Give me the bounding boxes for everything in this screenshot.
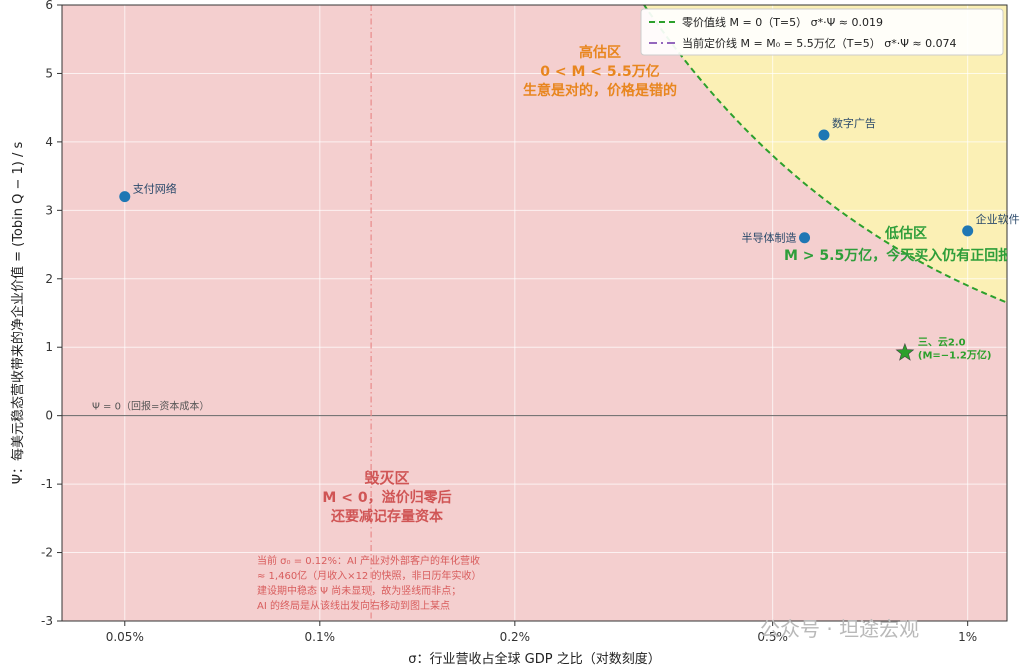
over-zone-title: 高估区 xyxy=(579,44,621,61)
legend-label-price: 当前定价线 M = M₀ = 5.5万亿（T=5） σ*·Ψ ≈ 0.074 xyxy=(682,36,957,50)
y-tick-label: -1 xyxy=(41,477,53,491)
destroy-zone-note: 还要减记存量资本 xyxy=(330,508,444,525)
scenario-label: 三、云2.0 xyxy=(918,337,966,349)
sigma0-note-line: 当前 σ₀ = 0.12%：AI 产业对外部客户的年化营收 xyxy=(257,554,480,567)
y-tick-label: -2 xyxy=(41,546,53,560)
over-zone-range: 0 < M < 5.5万亿 xyxy=(540,63,659,80)
data-point-label: 支付网络 xyxy=(133,182,177,196)
sigma0-note-line: 建设期中稳态 Ψ 尚未显现，故为竖线而非点； xyxy=(257,584,461,597)
y-tick-label: 1 xyxy=(45,340,53,354)
legend-box xyxy=(640,8,1004,56)
sigma0-note-line: ≈ 1,460亿（月收入×12 的快照，非日历年实收） xyxy=(257,569,481,582)
x-axis-label: σ：行业营收占全球 GDP 之比（对数刻度） xyxy=(408,651,660,667)
y-tick-label: 0 xyxy=(45,409,53,423)
y-axis-label: Ψ：每美元稳态营收带来的净企业价值 = (Tobin Q − 1) / s xyxy=(10,142,26,485)
data-point xyxy=(818,129,830,141)
plot-frame xyxy=(61,4,1008,622)
legend-label-zero: 零价值线 M = 0（T=5） σ*·Ψ ≈ 0.019 xyxy=(682,15,883,29)
y-tick-label: 4 xyxy=(45,135,53,149)
x-tick-label: 0.1% xyxy=(305,630,336,644)
data-point xyxy=(799,232,811,244)
y-tick-label: 2 xyxy=(45,272,53,286)
over-zone-note: 生意是对的，价格是错的 xyxy=(523,82,677,99)
data-point-label: 数字广告 xyxy=(832,116,876,130)
under-zone-title: 低估区 xyxy=(884,225,927,242)
y-tick-label: -3 xyxy=(41,614,53,628)
x-tick-label: 1% xyxy=(958,630,977,644)
data-point xyxy=(962,225,974,237)
sigma0-note-line: AI 的终局是从该线出发向右移动到图上某点 xyxy=(257,599,450,612)
x-tick-label: 0.05% xyxy=(106,630,144,644)
scenario-star xyxy=(895,342,915,361)
undervalued-zone-area xyxy=(62,0,1007,5)
watermark: 公众号 · 坦途宏观 xyxy=(760,617,919,641)
data-point-label: 企业软件 xyxy=(976,212,1020,226)
psi-zero-label: Ψ = 0（回报=资本成本） xyxy=(92,400,209,413)
y-tick-label: 6 xyxy=(45,0,53,12)
destroy-zone-range: M < 0，溢价归零后 xyxy=(322,489,451,506)
destroy-zone-title: 毁灭区 xyxy=(364,469,409,487)
y-tick-label: 5 xyxy=(45,66,53,80)
y-tick-label: 3 xyxy=(45,203,53,217)
x-tick-label: 0.2% xyxy=(500,630,531,644)
under-zone-note: M > 5.5万亿，今天买入仍有正回报 xyxy=(784,247,1012,264)
data-point xyxy=(119,191,131,203)
x-tick-label: 0.5% xyxy=(757,630,788,644)
overvalued-zone-area xyxy=(62,5,1007,303)
scenario-value: (M=−1.2万亿) xyxy=(918,349,992,362)
data-point-label: 半导体制造 xyxy=(742,231,797,245)
